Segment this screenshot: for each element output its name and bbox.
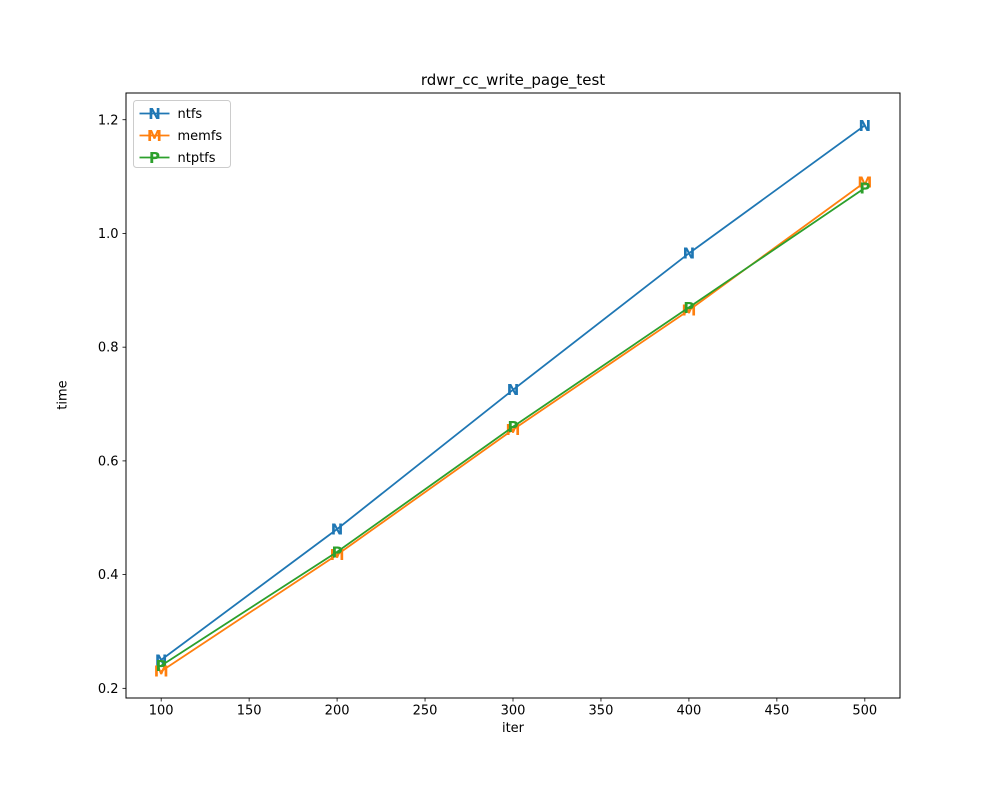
y-tick-label: 0.6 xyxy=(98,454,119,469)
marker-ntptfs: P xyxy=(156,657,167,675)
legend-label-ntptfs: ntptfs xyxy=(178,151,216,166)
y-tick-label: 0.8 xyxy=(98,341,119,356)
marker-ntfs: N xyxy=(859,117,872,135)
y-axis-label: time xyxy=(55,380,71,410)
x-tick-label: 100 xyxy=(149,704,174,719)
marker-memfs: M xyxy=(154,663,169,681)
marker-ntptfs: P xyxy=(332,543,343,561)
marker-ntfs: N xyxy=(507,381,520,399)
x-tick-label: 350 xyxy=(589,704,614,719)
legend-marker-ntptfs: P xyxy=(149,149,160,167)
marker-ntfs: N xyxy=(331,521,344,539)
legend-marker-memfs: M xyxy=(147,127,162,145)
x-tick-label: 200 xyxy=(325,704,350,719)
legend-marker-ntfs: N xyxy=(148,105,161,123)
marker-memfs: M xyxy=(330,546,345,564)
marker-ntfs: N xyxy=(155,651,168,669)
y-tick-label: 1.0 xyxy=(98,227,119,242)
x-tick-label: 300 xyxy=(501,704,526,719)
x-tick-label: 150 xyxy=(237,704,262,719)
y-tick-label: 0.2 xyxy=(98,682,119,697)
marker-memfs: M xyxy=(681,302,696,320)
series-line-ntptfs xyxy=(160,187,866,667)
x-tick-label: 250 xyxy=(413,704,438,719)
legend-box xyxy=(133,100,231,168)
marker-ntptfs: P xyxy=(508,418,519,436)
legend-label-memfs: memfs xyxy=(178,129,223,144)
marker-memfs: M xyxy=(857,174,872,192)
marker-ntptfs: P xyxy=(683,299,694,317)
series-line-ntfs xyxy=(160,124,866,661)
x-tick-label: 500 xyxy=(852,704,877,719)
y-tick-label: 1.2 xyxy=(98,113,119,128)
x-tick-label: 450 xyxy=(764,704,789,719)
x-tick-label: 400 xyxy=(676,704,701,719)
marker-memfs: M xyxy=(506,421,521,439)
chart-title: rdwr_cc_write_page_test xyxy=(420,71,606,89)
marker-ntptfs: P xyxy=(859,179,870,197)
marker-ntfs: N xyxy=(683,245,696,263)
x-axis-label: iter xyxy=(501,721,525,736)
y-tick-label: 0.4 xyxy=(98,568,119,583)
legend-label-ntfs: ntfs xyxy=(178,107,203,122)
